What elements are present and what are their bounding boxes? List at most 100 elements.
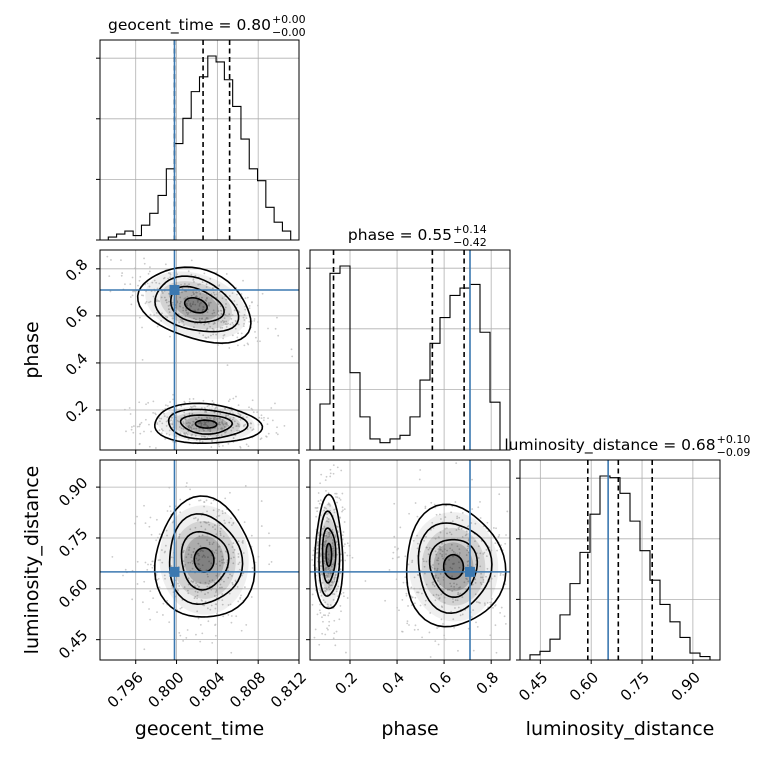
sample-point xyxy=(425,546,428,549)
sample-point xyxy=(424,507,427,510)
sample-point xyxy=(199,293,202,295)
sample-point xyxy=(257,321,259,323)
sample-point xyxy=(430,501,433,504)
sample-point xyxy=(145,403,147,406)
sample-point xyxy=(206,607,209,610)
sample-point xyxy=(248,320,251,323)
sample-point xyxy=(338,497,341,500)
sample-point xyxy=(325,490,327,492)
sample-point xyxy=(458,516,461,519)
sample-point xyxy=(424,603,427,606)
density-layer xyxy=(106,255,509,658)
sample-point xyxy=(327,502,330,505)
sample-point xyxy=(141,326,143,329)
sample-point xyxy=(259,340,261,343)
sample-point xyxy=(218,417,221,420)
sample-point xyxy=(161,409,164,411)
sample-point xyxy=(168,621,171,624)
sample-point xyxy=(198,317,201,320)
sample-point xyxy=(183,414,186,417)
sample-point xyxy=(144,522,147,524)
sample-point xyxy=(243,313,246,316)
sample-point xyxy=(222,321,225,324)
sample-point xyxy=(438,536,440,539)
sample-point xyxy=(322,620,324,623)
sample-point xyxy=(120,259,122,262)
sample-point xyxy=(225,320,228,323)
sample-point xyxy=(428,631,431,634)
sample-point xyxy=(497,535,500,538)
sample-point xyxy=(211,312,214,315)
sample-point xyxy=(227,442,230,445)
sample-point xyxy=(327,568,330,571)
sample-point xyxy=(234,327,237,330)
sample-point xyxy=(132,431,135,434)
sample-point xyxy=(207,322,210,325)
sample-point xyxy=(109,290,112,293)
sample-point xyxy=(152,411,155,414)
sample-point xyxy=(138,423,141,426)
sample-point xyxy=(396,556,399,559)
sample-point xyxy=(165,301,168,304)
tick-label-geocent_time: 0.812 xyxy=(267,668,310,711)
sample-point xyxy=(416,573,419,576)
sample-point xyxy=(466,560,469,563)
sample-point xyxy=(207,591,209,594)
sample-point xyxy=(219,305,222,308)
sample-point xyxy=(215,533,218,535)
sample-point xyxy=(214,634,217,637)
sample-point xyxy=(227,414,230,417)
sample-point xyxy=(161,429,164,432)
sample-point xyxy=(192,420,195,423)
sample-point xyxy=(226,364,229,367)
sample-point xyxy=(456,515,459,518)
sample-point xyxy=(179,607,182,610)
tick-label-luminosity_distance: 0.75 xyxy=(617,668,653,704)
sample-point xyxy=(155,300,158,303)
sample-point xyxy=(330,572,333,575)
sample-point xyxy=(433,503,436,506)
sample-point xyxy=(182,428,185,430)
sample-point xyxy=(172,398,175,401)
sample-point xyxy=(470,522,473,524)
sample-point xyxy=(237,563,240,566)
sample-point xyxy=(231,574,233,577)
sample-point xyxy=(218,284,221,286)
sample-point xyxy=(479,565,482,568)
panel-title-phase: phase = 0.55 xyxy=(348,226,452,244)
sample-point xyxy=(457,649,459,652)
sample-point xyxy=(431,521,434,524)
sample-point xyxy=(479,517,482,519)
sample-point xyxy=(312,554,314,557)
sample-point xyxy=(220,527,222,530)
contour-line xyxy=(180,530,230,591)
sample-point xyxy=(196,301,199,303)
sample-point xyxy=(323,587,326,590)
sample-point xyxy=(189,488,191,491)
sample-point xyxy=(145,301,148,303)
sample-point xyxy=(313,636,316,639)
sample-point xyxy=(206,585,209,588)
sample-point xyxy=(474,578,477,581)
sample-point xyxy=(323,555,326,558)
sample-point xyxy=(232,551,235,554)
sample-point xyxy=(215,333,218,336)
sample-point xyxy=(336,595,339,598)
sample-point xyxy=(159,559,161,561)
sample-point xyxy=(439,572,442,575)
sample-point xyxy=(459,592,462,595)
sample-point xyxy=(166,416,169,419)
sample-point xyxy=(317,537,320,540)
sample-point xyxy=(216,293,219,296)
sample-point xyxy=(189,561,192,564)
sample-point xyxy=(130,428,133,431)
sample-point xyxy=(207,620,210,623)
sample-point xyxy=(203,323,206,326)
sample-point xyxy=(129,283,132,286)
sample-point xyxy=(216,417,219,419)
sample-point xyxy=(144,418,147,421)
contour-line xyxy=(194,419,218,429)
sample-point xyxy=(208,541,211,544)
sample-point xyxy=(156,325,159,328)
sample-point xyxy=(457,561,460,564)
